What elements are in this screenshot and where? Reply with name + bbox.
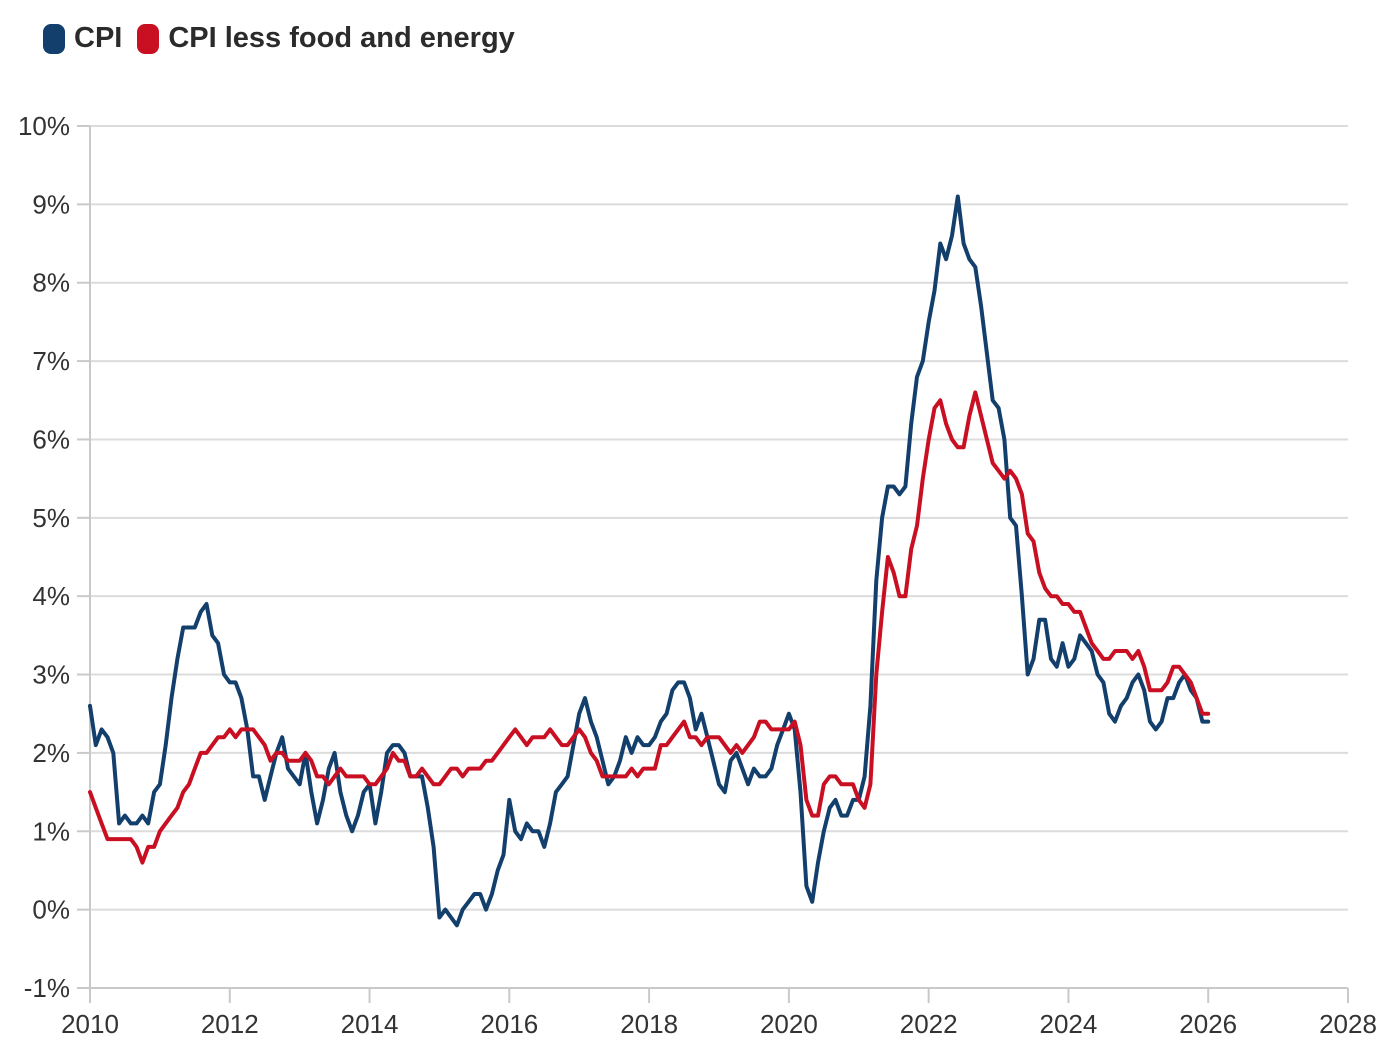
x-axis-label-2020: 2020 (760, 1009, 818, 1039)
y-axis-label-2%: 2% (32, 738, 70, 768)
x-axis-label-2024: 2024 (1040, 1009, 1098, 1039)
x-axis-label-2010: 2010 (61, 1009, 119, 1039)
x-axis-label-2028: 2028 (1319, 1009, 1377, 1039)
x-axis-label-2022: 2022 (900, 1009, 958, 1039)
y-axis-label-7%: 7% (32, 346, 70, 376)
x-axis-label-2014: 2014 (341, 1009, 399, 1039)
legend-item-core-cpi[interactable]: CPI less food and energy (137, 22, 515, 55)
y-axis-label-10%: 10% (18, 111, 70, 141)
y-axis-label-9%: 9% (32, 189, 70, 219)
legend-item-cpi[interactable]: CPI (43, 22, 122, 55)
legend-swatch-icon (137, 23, 160, 54)
x-axis-label-2016: 2016 (480, 1009, 538, 1039)
y-axis-label-5%: 5% (32, 503, 70, 533)
x-axis-label-2026: 2026 (1179, 1009, 1237, 1039)
x-axis-label-2018: 2018 (620, 1009, 678, 1039)
y-axis-label-3%: 3% (32, 660, 70, 690)
legend-label: CPI less food and energy (168, 22, 515, 54)
legend-swatch-icon (43, 23, 65, 54)
y-axis-label-6%: 6% (32, 424, 70, 454)
y-axis-label-0%: 0% (32, 895, 70, 925)
series-line-cpi (88, 194, 1211, 928)
legend-label: CPI (74, 22, 123, 54)
chart-legend: CPI CPI less food and energy (43, 22, 515, 55)
y-axis-label-1%: 1% (32, 816, 70, 846)
y-axis-label-4%: 4% (32, 581, 70, 611)
y-axis-label--1%: -1% (24, 973, 70, 1003)
y-axis-label-8%: 8% (32, 268, 70, 298)
x-axis-label-2012: 2012 (201, 1009, 259, 1039)
series-line-core-cpi (88, 390, 1211, 865)
